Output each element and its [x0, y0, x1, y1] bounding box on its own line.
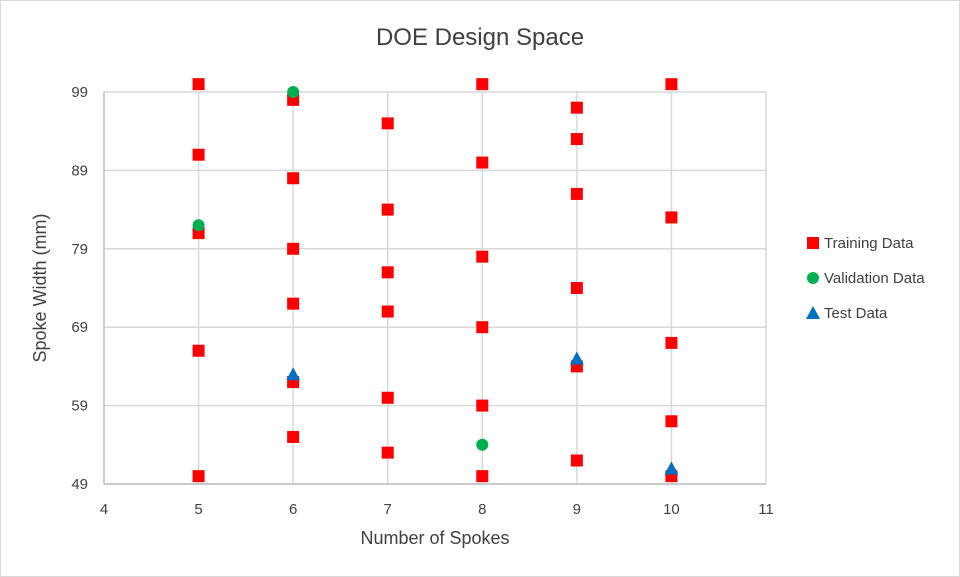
training-data-point: [570, 133, 583, 146]
legend-marker-training-data: [807, 237, 819, 249]
axes: [103, 92, 766, 485]
training-data-point: [570, 282, 583, 294]
training-data-point: [192, 470, 205, 483]
x-tick-label: 5: [194, 501, 202, 518]
validation-data-point: [476, 438, 489, 451]
training-data-point: [381, 117, 394, 130]
training-data-point: [476, 321, 489, 334]
chart-title: DOE Design Space: [376, 24, 584, 51]
training-data-point: [665, 78, 678, 91]
training-data-point: [192, 148, 205, 161]
x-axis-title: Number of Spokes: [360, 528, 509, 548]
legend-label-training-data: Training Data: [824, 235, 914, 252]
training-data-point: [381, 446, 394, 459]
training-data-point: [287, 297, 300, 310]
x-tick-label: 4: [100, 501, 108, 518]
x-tick-label: 10: [663, 501, 680, 518]
training-data-point: [287, 430, 300, 443]
training-data-point: [381, 203, 394, 216]
training-data-point: [381, 391, 394, 404]
training-data-point: [476, 156, 489, 169]
legend-label-validation-data: Validation Data: [824, 270, 925, 287]
training-data-point: [476, 470, 489, 483]
legend: Training Data Validation Data Test Data: [806, 235, 925, 322]
training-data-point: [570, 454, 583, 467]
training-data-point: [192, 344, 205, 357]
x-tick-label: 6: [289, 501, 297, 518]
training-data-point: [665, 336, 678, 349]
training-data-point: [192, 78, 205, 91]
y-tick-label: 99: [71, 84, 88, 101]
training-data-point: [381, 266, 394, 279]
legend-label-test-data: Test Data: [824, 305, 888, 322]
training-data-point: [381, 305, 394, 318]
x-tick-label: 9: [573, 501, 581, 518]
y-tick-label: 59: [71, 398, 88, 415]
data-points: [192, 78, 679, 483]
validation-data-point: [287, 86, 300, 98]
training-data-point: [287, 242, 300, 255]
training-data-point: [570, 101, 583, 114]
legend-marker-validation-data: [807, 272, 819, 284]
y-axis-title: Spoke Width (mm): [30, 213, 50, 362]
training-data-point: [476, 250, 489, 263]
training-data-point: [476, 78, 489, 91]
x-tick-labels: 4 5 6 7 8 9 10 11: [100, 501, 774, 518]
x-tick-label: 11: [758, 501, 774, 518]
training-data-point: [665, 211, 678, 224]
training-data-point: [287, 172, 300, 185]
y-tick-labels: 49 59 69 79 89 99: [71, 84, 88, 493]
test-data-point: [569, 351, 584, 365]
x-tick-label: 7: [384, 501, 392, 518]
validation-data-point: [192, 219, 205, 232]
training-data-point: [476, 399, 489, 412]
y-tick-label: 69: [71, 319, 88, 336]
test-data-point: [286, 367, 301, 381]
x-tick-label: 8: [478, 501, 486, 518]
training-data-point: [665, 415, 678, 428]
legend-marker-test-data: [806, 306, 820, 319]
test-data-point: [664, 461, 679, 475]
y-tick-label: 89: [71, 162, 88, 179]
y-tick-label: 79: [71, 241, 88, 258]
y-tick-label: 49: [71, 476, 88, 493]
training-data-point: [570, 187, 583, 200]
